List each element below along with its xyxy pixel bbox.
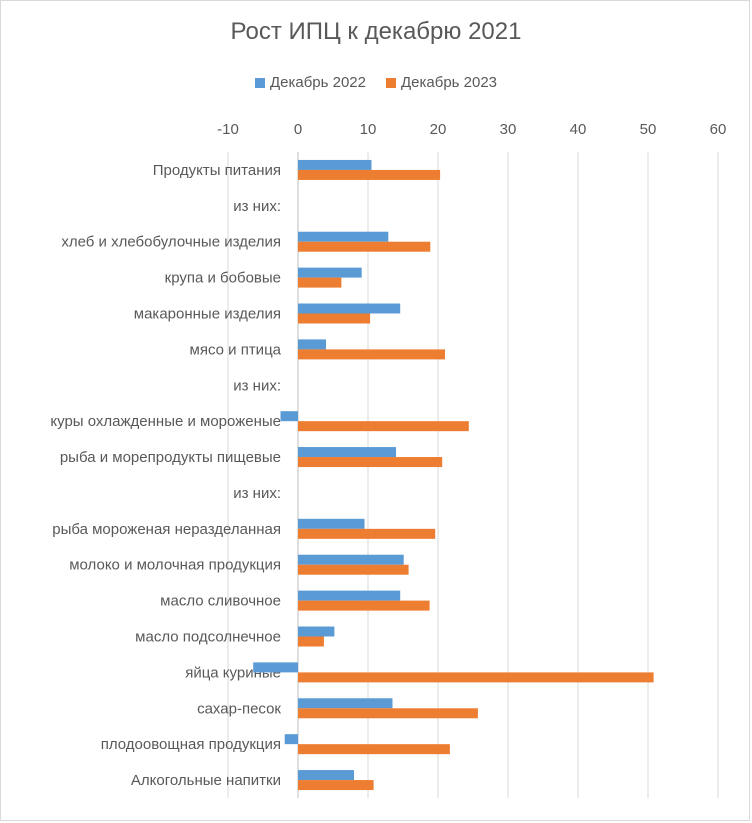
bar-2023: [298, 564, 409, 575]
x-tick-label: 10: [360, 121, 377, 138]
category-label: рыба и морепродукты пищевые: [60, 449, 281, 466]
chart-title: Рост ИПЦ к декабрю 2021: [230, 18, 522, 45]
bar-2023: [298, 744, 450, 755]
category-label: хлеб и хлебобулочные изделия: [61, 234, 281, 251]
legend-item-2022: Декабрь 2022: [254, 74, 366, 91]
bar-2023: [298, 457, 443, 468]
bar-2022: [298, 231, 389, 242]
category-label: Продукты питания: [153, 162, 281, 179]
legend-swatch-2022: [254, 77, 265, 88]
x-tick-label: 40: [570, 121, 587, 138]
category-label: Алкогольные напитки: [131, 772, 281, 789]
bar-2022: [298, 698, 393, 709]
category-label: из них:: [233, 485, 281, 502]
bar-2023: [298, 780, 374, 791]
bar-2023: [298, 421, 469, 432]
category-label: из них:: [233, 198, 281, 215]
bar-2023: [298, 349, 445, 360]
bar-2022: [298, 447, 396, 458]
bar-2022: [298, 770, 354, 781]
bar-2022: [298, 339, 326, 350]
bar-2023: [298, 672, 654, 683]
x-tick-label: 20: [430, 121, 447, 138]
category-label: сахар-песок: [197, 700, 281, 717]
category-label: макаронные изделия: [134, 306, 281, 323]
bar-2022: [298, 159, 372, 170]
category-label: рыба мороженая неразделанная: [52, 521, 281, 538]
bar-2023: [298, 277, 342, 288]
bar-2023: [298, 636, 324, 647]
x-tick-label: 50: [640, 121, 657, 138]
category-label: крупа и бобовые: [165, 270, 281, 287]
x-tick-label: 60: [710, 121, 727, 138]
x-tick-label: 30: [500, 121, 517, 138]
category-label: из них:: [233, 377, 281, 394]
bar-2022: [298, 554, 404, 565]
category-label: куры охлажденные и мороженые: [50, 413, 281, 430]
bar-2023: [298, 169, 441, 180]
bar-2022: [298, 590, 401, 601]
category-label: молоко и молочная продукция: [69, 557, 281, 574]
x-tick-label: -10: [217, 121, 239, 138]
bar-2023: [298, 600, 430, 611]
x-tick-label: 0: [294, 121, 302, 138]
legend-item-2023: Декабрь 2023: [386, 74, 497, 91]
bar-2023: [298, 528, 436, 539]
bar-2022: [298, 518, 365, 529]
bar-2022: [284, 734, 298, 745]
bar-2023: [298, 313, 371, 324]
bar-2023: [298, 241, 431, 252]
bar-2022: [253, 662, 298, 673]
category-label: мясо и птица: [190, 341, 282, 358]
legend: Декабрь 2022 Декабрь 2023: [0, 74, 752, 91]
bar-2023: [298, 708, 478, 719]
bar-2022: [280, 411, 298, 422]
category-label: плодоовощная продукция: [101, 736, 281, 753]
legend-label-2022: Декабрь 2022: [269, 74, 366, 91]
category-label: масло сливочное: [160, 593, 281, 610]
bar-2022: [298, 267, 362, 278]
category-label: масло подсолнечное: [135, 629, 281, 646]
bar-2022: [298, 303, 401, 314]
bar-2022: [298, 626, 335, 637]
legend-swatch-2023: [386, 77, 396, 88]
legend-label-2023: Декабрь 2023: [401, 74, 498, 91]
